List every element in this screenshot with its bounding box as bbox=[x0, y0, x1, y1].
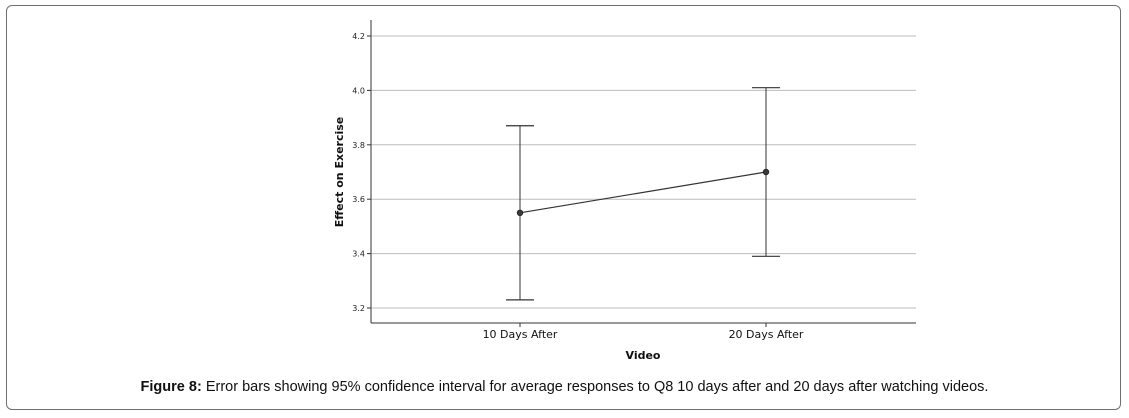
mean-line bbox=[519, 171, 767, 214]
caption-text: Error bars showing 95% confidence interv… bbox=[205, 379, 989, 395]
y-tick-label: 3.6 bbox=[352, 195, 365, 204]
y-tick-label: 3.4 bbox=[352, 250, 365, 259]
figure-caption: Figure 8: Error bars showing 95% confide… bbox=[0, 379, 1129, 395]
caption-label: Figure 8: bbox=[140, 379, 202, 395]
mean-point bbox=[516, 209, 524, 216]
mean-point bbox=[762, 168, 770, 176]
tick-labels: 3.2 3.4 3.6 3.8 4.0 4.2 10 Days After 20 Days A… bbox=[352, 32, 804, 341]
y-tick-label: 3.8 bbox=[352, 141, 365, 150]
y-tick-label: 4.2 bbox=[352, 32, 365, 41]
y-tick-label: 3.2 bbox=[352, 304, 365, 313]
error-bar-chart: 3.2 3.4 3.6 3.8 4.0 4.2 10 Days After 20 Days A… bbox=[333, 20, 916, 362]
data-marks bbox=[506, 87, 780, 301]
x-tick-label: 10 Days After bbox=[483, 328, 558, 341]
axes bbox=[367, 20, 916, 327]
x-tick-label: 20 Days After bbox=[729, 328, 804, 341]
x-axis-title: Video bbox=[626, 349, 661, 362]
gridlines bbox=[371, 35, 916, 309]
figure-frame bbox=[6, 5, 1121, 410]
y-axis-title: Effect on Exercise bbox=[333, 117, 346, 228]
y-tick-label: 4.0 bbox=[352, 86, 365, 95]
